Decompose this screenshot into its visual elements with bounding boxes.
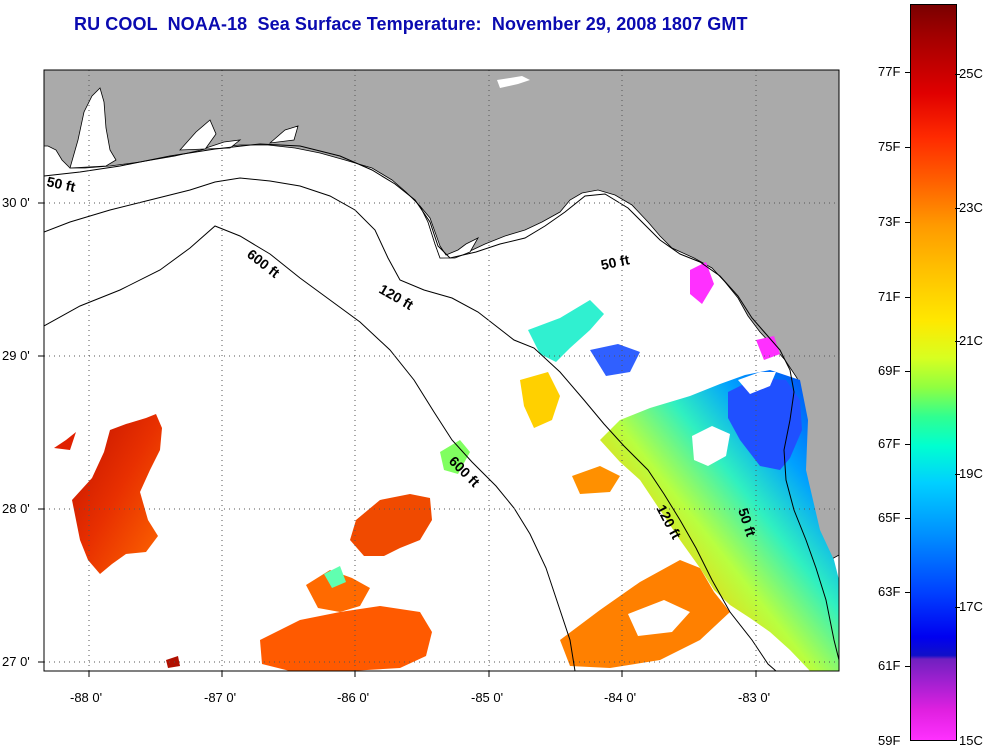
colorbar-label-f: 67F [878,436,901,451]
lat-lon-grid [44,70,839,671]
colorbar-label-f: 61F [878,658,901,673]
lon-label: -88 0' [70,690,103,705]
colorbar-tick [905,72,910,73]
colorbar-tick [955,74,960,75]
cloud-mask [628,600,690,636]
lake [566,204,578,216]
isobath-600ft-line [44,225,576,671]
mobile-bay [69,87,117,169]
colorbar-tick [905,371,910,372]
sst-nearshore-magenta [756,336,780,360]
sst-patchy-green [440,440,470,474]
cloud-mask [692,426,730,466]
sst-patchy-orange [572,466,620,494]
colorbar-tick [955,341,960,342]
plot-frame [43,69,840,672]
chart-title: RU COOL NOAA-18 Sea Surface Temperature:… [74,14,748,34]
colorbar-tick [955,474,960,475]
lon-label: -83 0' [738,690,771,705]
colorbar-label-f: 59F [878,733,901,748]
lat-label: 30 0' [2,195,30,210]
lat-label: 28 0' [2,501,30,516]
colorbar-label-c: 17C [959,599,983,614]
lon-label: -84 0' [604,690,637,705]
sst-patch-west-small [166,656,180,668]
sst-nearshore-magenta [690,262,714,304]
sst-patchy-yellow [520,372,560,428]
coastal-inlet [268,125,299,144]
colorbar-label-c: 21C [959,333,983,348]
lon-label: -85 0' [471,690,504,705]
colorbar-tick [905,666,910,667]
coastal-inlet [179,119,242,151]
colorbar-label-f: 77F [878,64,901,79]
colorbar-tick [905,444,910,445]
sst-map: 50 ft 600 ft 120 ft 50 ft 600 ft 120 ft … [38,69,840,677]
lake [497,76,530,88]
sst-patch-west-small [54,432,76,450]
colorbar-label-f: 69F [878,363,901,378]
axis-ticks [38,202,757,677]
colorbar-label-f: 71F [878,289,901,304]
sst-patchy-blue [590,344,640,376]
colorbar-label-f: 75F [878,139,901,154]
colorbar-label-c: 19C [959,466,983,481]
colorbar-label-f: 73F [878,214,901,229]
isobath-label: 50 ft [45,173,77,195]
lat-label: 29 0' [2,348,30,363]
sst-patch-central [306,570,370,612]
colorbar-label-c: 23C [959,200,983,215]
lat-label: 27 0' [2,654,30,669]
colorbar-tick [905,147,910,148]
colorbar-tick [955,607,960,608]
colorbar-label-f: 65F [878,510,901,525]
isobath-50ft-line [44,143,839,661]
colorbar-tick [955,208,960,209]
apalachicola-coast [419,205,480,259]
isobath-120ft-line [44,177,777,671]
sst-patch-west [72,414,162,574]
sst-patchy-cyan [528,300,604,362]
colorbar-tick [905,592,910,593]
lon-label: -87 0' [204,690,237,705]
sst-patch-south [260,606,432,671]
sst-nearshore-cold [728,378,802,470]
colorbar-tick [905,222,910,223]
cloud-mask [738,372,776,394]
colorbar-label-c: 25C [959,66,983,81]
colorbar-tick [905,297,910,298]
colorbar-label-c: 15C [959,733,983,748]
sst-patch-central [350,494,432,556]
temperature-colorbar [910,4,957,741]
sst-patchy-green [324,566,346,588]
lon-label: -86 0' [337,690,370,705]
isobath-label: 50 ft [599,251,631,273]
colorbar-label-f: 63F [878,584,901,599]
colorbar-tick [905,518,910,519]
